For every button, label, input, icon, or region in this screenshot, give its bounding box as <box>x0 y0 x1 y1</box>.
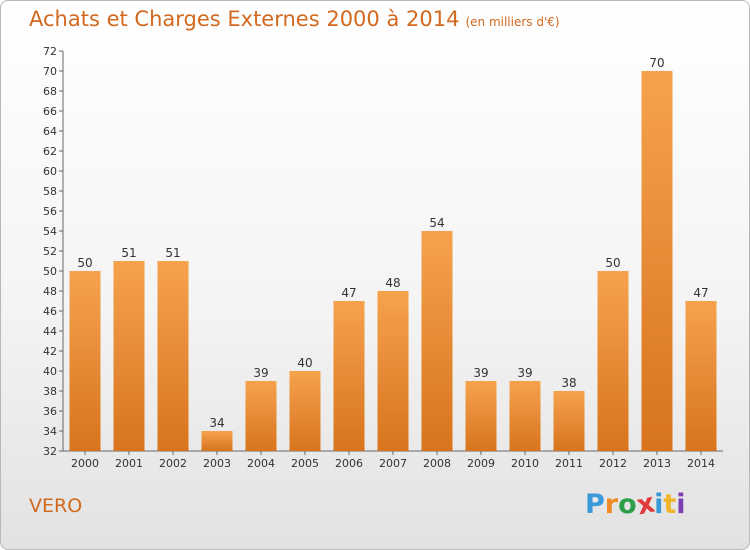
data-label: 39 <box>517 366 532 380</box>
logo-letter: i <box>654 489 664 520</box>
y-tick-label: 58 <box>43 185 57 198</box>
y-tick-label: 52 <box>43 245 57 258</box>
logo-letter: P <box>585 489 605 520</box>
y-tick-label: 48 <box>43 285 57 298</box>
y-tick-label: 32 <box>43 445 57 458</box>
x-tick-label: 2010 <box>511 457 539 470</box>
x-tick-label: 2004 <box>247 457 275 470</box>
data-label: 51 <box>165 246 180 260</box>
data-label: 38 <box>561 376 576 390</box>
y-tick-label: 38 <box>43 385 57 398</box>
data-label: 50 <box>605 256 620 270</box>
data-label: 39 <box>253 366 268 380</box>
data-label: 54 <box>429 216 444 230</box>
y-tick-label: 72 <box>43 45 57 58</box>
bar <box>157 261 189 451</box>
data-label: 34 <box>209 416 224 430</box>
bar <box>421 231 453 451</box>
bar <box>289 371 321 451</box>
x-tick-label: 2008 <box>423 457 451 470</box>
bars <box>69 71 717 451</box>
bar <box>201 431 233 451</box>
y-tick-label: 56 <box>43 205 57 218</box>
y-tick-label: 68 <box>43 85 57 98</box>
y-tick-label: 70 <box>43 65 57 78</box>
x-tick-label: 2003 <box>203 457 231 470</box>
bar <box>553 391 585 451</box>
x-tick-label: 2011 <box>555 457 583 470</box>
x-tick-label: 2006 <box>335 457 363 470</box>
data-label: 70 <box>649 56 664 70</box>
x-tick-label: 2000 <box>71 457 99 470</box>
logo-letter: i <box>676 489 686 520</box>
bar <box>509 381 541 451</box>
bar <box>597 271 629 451</box>
x-tick-label: 2002 <box>159 457 187 470</box>
x-tick-label: 2001 <box>115 457 143 470</box>
x-tick-label: 2012 <box>599 457 627 470</box>
proxiti-logo[interactable]: Proxiti <box>585 488 686 522</box>
bar <box>377 291 409 451</box>
y-tick-label: 50 <box>43 265 57 278</box>
data-label: 51 <box>121 246 136 260</box>
x-tick-label: 2014 <box>687 457 715 470</box>
bar <box>641 71 673 451</box>
y-tick-label: 44 <box>43 325 57 338</box>
logo-letter: t <box>663 489 677 520</box>
x-tick-label: 2009 <box>467 457 495 470</box>
bar <box>333 301 365 451</box>
bar <box>465 381 497 451</box>
y-tick-label: 64 <box>43 125 57 138</box>
data-label: 39 <box>473 366 488 380</box>
y-tick-label: 36 <box>43 405 57 418</box>
y-tick-label: 42 <box>43 345 57 358</box>
data-label: 48 <box>385 276 400 290</box>
data-label: 50 <box>77 256 92 270</box>
bar <box>113 261 145 451</box>
y-tick-label: 40 <box>43 365 57 378</box>
bar <box>685 301 717 451</box>
logo-letter: r <box>604 489 619 520</box>
commune-name: VERO <box>29 495 83 517</box>
bar <box>69 271 101 451</box>
y-tick-label: 54 <box>43 225 57 238</box>
x-tick-label: 2007 <box>379 457 407 470</box>
data-label: 47 <box>341 286 356 300</box>
chart-title-text: Achats et Charges Externes 2000 à 2014 <box>29 7 460 31</box>
y-tick-label: 66 <box>43 105 57 118</box>
data-label: 47 <box>693 286 708 300</box>
logo-letter: o <box>618 489 637 520</box>
y-tick-label: 34 <box>43 425 57 438</box>
y-tick-label: 62 <box>43 145 57 158</box>
chart-subtitle: (en milliers d'€) <box>465 15 560 29</box>
y-tick-label: 60 <box>43 165 57 178</box>
y-tick-label: 46 <box>43 305 57 318</box>
data-label: 40 <box>297 356 312 370</box>
bar <box>245 381 277 451</box>
axes: 32 34 36 38 40 42 44 46 48 50 52 54 56 58 60 62 64 66 68 70… <box>43 45 723 470</box>
x-tick-label: 2013 <box>643 457 671 470</box>
data-labels: 50 51 51 34 39 40 47 48 54 39 39 38 50 70 47 <box>77 56 708 430</box>
chart-title: Achats et Charges Externes 2000 à 2014 (e… <box>29 7 560 31</box>
x-tick-label: 2005 <box>291 457 319 470</box>
